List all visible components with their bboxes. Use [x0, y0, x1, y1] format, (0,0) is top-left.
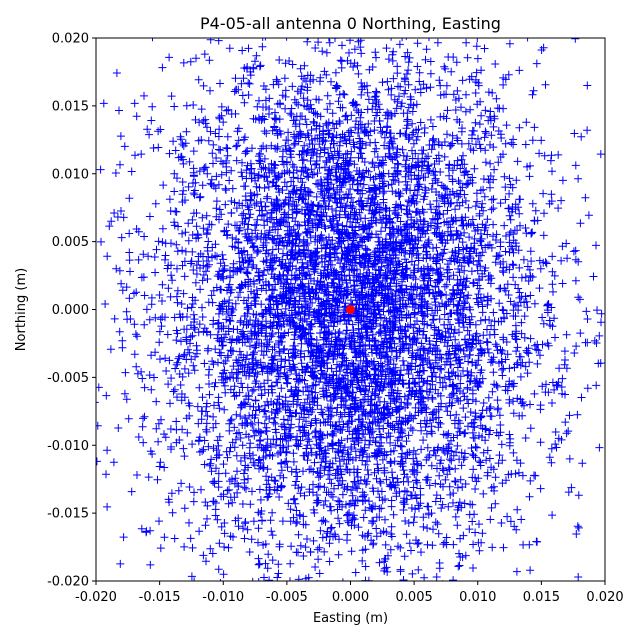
y-tick-label: -0.015 — [47, 507, 89, 522]
x-tick-label: -0.015 — [139, 590, 181, 605]
x-tick-label: -0.005 — [266, 590, 308, 605]
y-tick-label: 0.010 — [52, 167, 89, 182]
x-tick-label: 0.020 — [586, 590, 623, 605]
y-tick-label: 0.015 — [52, 99, 89, 114]
y-axis-label: Northing (m) — [14, 268, 29, 351]
data-points — [96, 38, 605, 581]
chart-title: P4-05-all antenna 0 Northing, Easting — [200, 14, 501, 33]
x-axis: -0.020 -0.015 -0.010 -0.005 0.000 0.005 0.010 0… — [75, 581, 624, 605]
x-tick-label: 0.010 — [459, 590, 496, 605]
center-point-marker — [346, 305, 355, 314]
x-tick-label: 0.005 — [396, 590, 433, 605]
y-tick-label: 0.020 — [52, 32, 89, 47]
y-tick-label: 0.005 — [52, 235, 89, 250]
y-axis: -0.020 -0.015 -0.010 -0.005 0.000 0.005 0.010 0… — [47, 32, 96, 590]
x-axis-label: Easting (m) — [313, 611, 388, 626]
x-tick-label: -0.010 — [202, 590, 244, 605]
y-tick-label: -0.010 — [47, 439, 89, 454]
y-tick-label: -0.005 — [47, 371, 89, 386]
scatter-points-plus — [96, 38, 605, 581]
y-tick-label: -0.020 — [47, 575, 89, 590]
x-tick-label: -0.020 — [75, 590, 117, 605]
x-tick-label: 0.015 — [523, 590, 560, 605]
y-tick-label: 0.000 — [52, 303, 89, 318]
x-tick-label: 0.000 — [332, 590, 369, 605]
